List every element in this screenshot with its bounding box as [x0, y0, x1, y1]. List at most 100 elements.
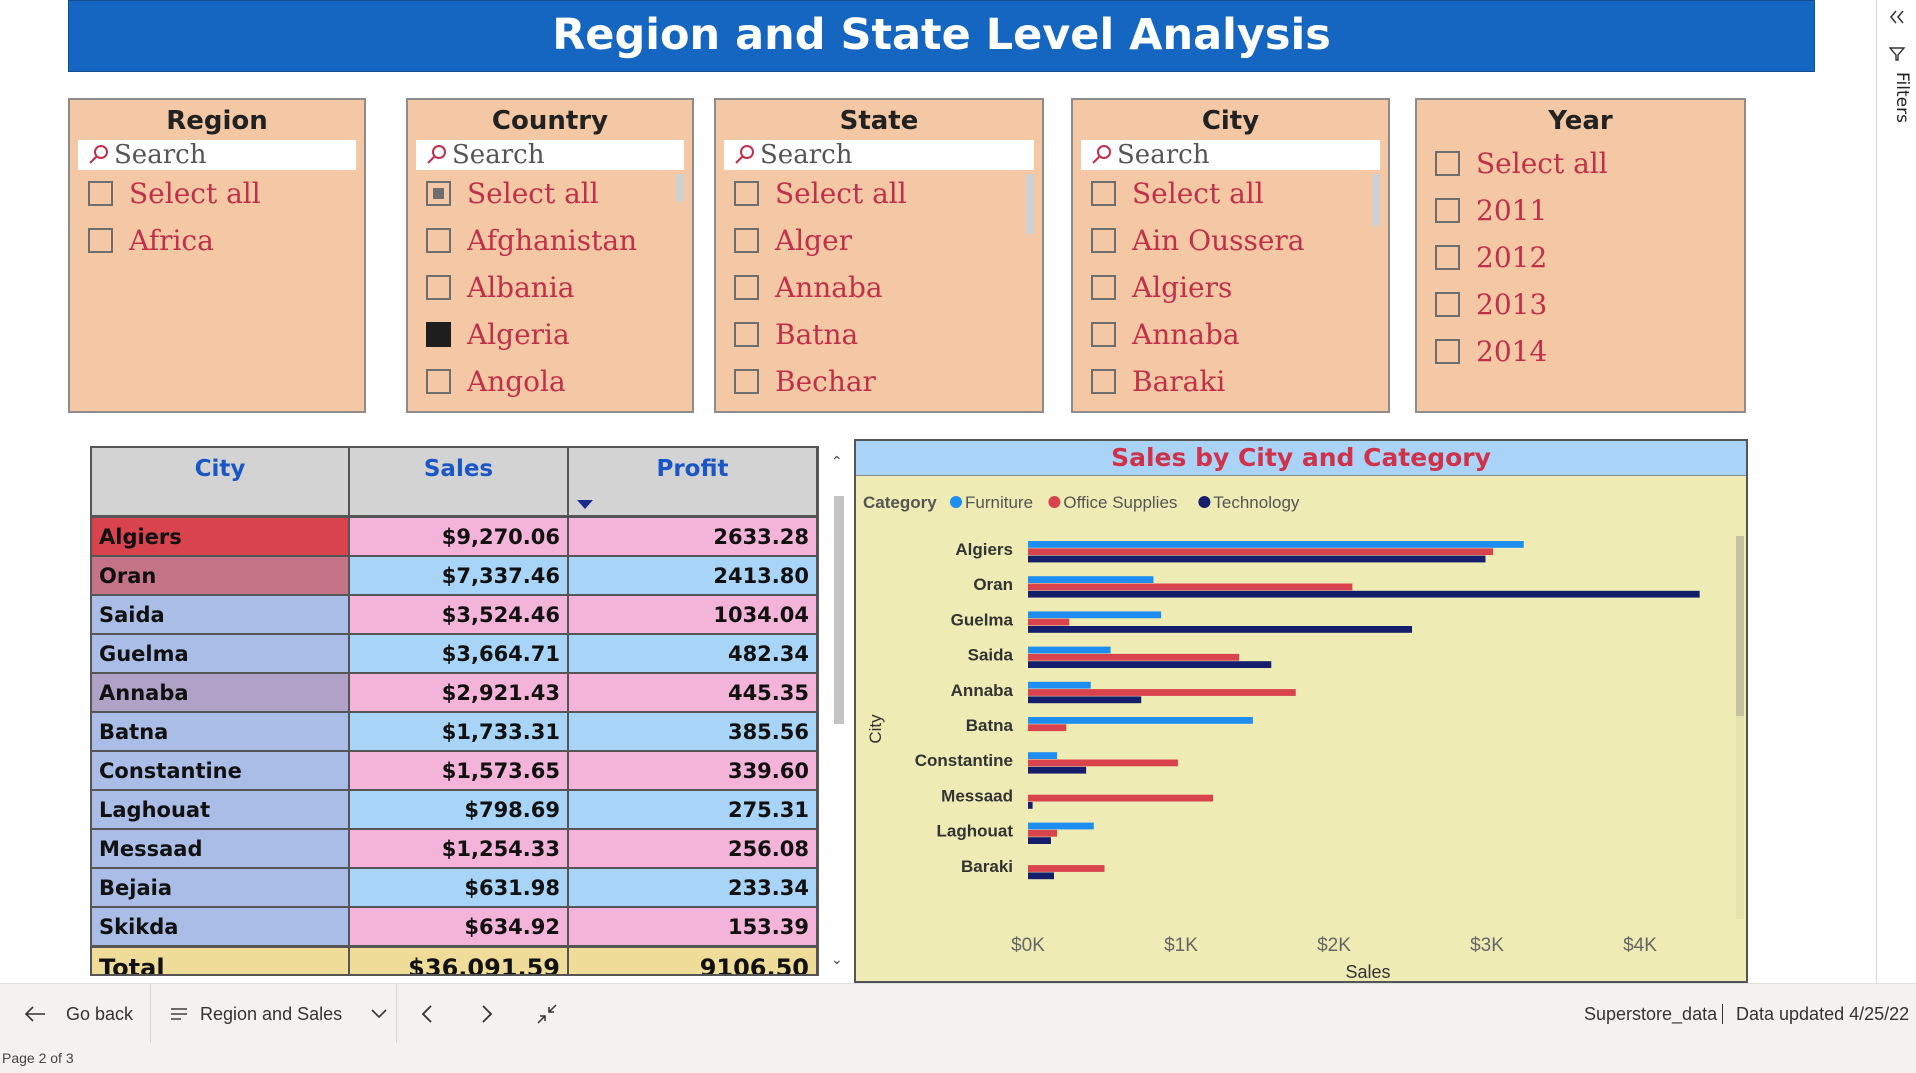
checkbox[interactable] [88, 228, 113, 253]
checkbox[interactable] [1091, 181, 1116, 206]
table-row[interactable]: Skikda $634.92 153.39 [92, 907, 817, 948]
column-header-city[interactable]: City [92, 448, 350, 518]
state-option[interactable]: Batna [716, 311, 1042, 358]
city-option[interactable]: Select all [1073, 170, 1388, 217]
country-option[interactable]: Afghanistan [408, 217, 692, 264]
table-row[interactable]: Saida $3,524.46 1034.04 [92, 595, 817, 635]
checkbox[interactable] [1435, 339, 1460, 364]
next-page-button[interactable] [480, 984, 494, 1044]
table-row[interactable]: Annaba $2,921.43 445.35 [92, 673, 817, 713]
table-row[interactable]: Bejaia $631.98 233.34 [92, 868, 817, 908]
city-option-label: Baraki [1132, 365, 1226, 398]
table-scrollbar[interactable]: ⌃ ⌄ [828, 454, 846, 968]
checkbox[interactable] [426, 369, 451, 394]
legend-title: Category [863, 493, 937, 512]
page-indicator: Page 2 of 3 [2, 1050, 74, 1066]
city-cell: Annaba [92, 673, 350, 713]
filters-pane[interactable] [1876, 0, 1916, 983]
city-sales-table: City Sales Profit Algiers $9,270.06 2633.2… [90, 446, 819, 976]
country-option[interactable]: Select all [408, 170, 692, 217]
city-option-label: Select all [1132, 177, 1264, 210]
country-option[interactable]: Angola [408, 358, 692, 405]
checkbox[interactable] [426, 181, 451, 206]
checkbox[interactable] [734, 369, 759, 394]
year-option[interactable]: Select all [1417, 140, 1744, 187]
state-option-label: Bechar [775, 365, 876, 398]
city-items: Select all Ain Oussera Algiers Annaba Baraki [1073, 170, 1388, 405]
bar [1028, 576, 1154, 583]
profit-cell: 275.31 [568, 790, 817, 830]
state-search-input[interactable]: Search [724, 140, 1034, 170]
city-scrollbar[interactable] [1372, 174, 1380, 226]
state-option[interactable]: Bechar [716, 358, 1042, 405]
city-search-input[interactable]: Search [1081, 140, 1380, 170]
checkbox[interactable] [426, 275, 451, 300]
bar [1028, 681, 1091, 689]
year-option-label: 2011 [1476, 194, 1548, 227]
city-option[interactable]: Ain Oussera [1073, 217, 1388, 264]
checkbox[interactable] [734, 322, 759, 347]
country-search-input[interactable]: Search [416, 140, 684, 170]
city-option[interactable]: Algiers [1073, 264, 1388, 311]
go-back-button[interactable]: Go back [24, 984, 133, 1044]
filter-icon [1889, 47, 1905, 61]
column-header-profit[interactable]: Profit [568, 448, 817, 518]
arrow-left-icon [24, 1006, 45, 1022]
state-scrollbar[interactable] [1026, 174, 1034, 234]
dataset-name[interactable]: Superstore_data [1584, 1003, 1718, 1024]
checkbox[interactable] [1435, 292, 1460, 317]
checkbox[interactable] [426, 322, 451, 347]
checkbox[interactable] [1091, 369, 1116, 394]
checkbox[interactable] [1091, 228, 1116, 253]
region-option[interactable]: Select all [70, 170, 364, 217]
checkbox[interactable] [88, 181, 113, 206]
year-option[interactable]: 2011 [1417, 187, 1744, 234]
checkbox[interactable] [1435, 151, 1460, 176]
year-option[interactable]: 2013 [1417, 281, 1744, 328]
region-search-placeholder: Search [114, 140, 207, 170]
state-option[interactable]: Alger [716, 217, 1042, 264]
scroll-down-icon[interactable]: ⌄ [831, 952, 843, 968]
table-row[interactable]: Batna $1,733.31 385.56 [92, 712, 817, 752]
region-search-input[interactable]: Search [78, 140, 356, 170]
table-row[interactable]: Algiers $9,270.06 2633.28 [92, 516, 817, 557]
scroll-up-icon[interactable]: ⌃ [831, 454, 843, 470]
collapse-chevrons-icon[interactable] [1889, 10, 1905, 24]
page-title: Region and State Level Analysis [68, 0, 1815, 72]
checkbox[interactable] [1091, 322, 1116, 347]
checkbox[interactable] [1435, 245, 1460, 270]
year-option[interactable]: 2012 [1417, 234, 1744, 281]
checkbox[interactable] [426, 228, 451, 253]
checkbox[interactable] [1091, 275, 1116, 300]
search-icon [89, 145, 108, 164]
state-option[interactable]: Annaba [716, 264, 1042, 311]
state-option-label: Select all [775, 177, 907, 210]
table-row[interactable]: Oran $7,337.46 2413.80 [92, 556, 817, 596]
table-scrollbar-thumb[interactable] [834, 496, 844, 724]
region-option[interactable]: Africa [70, 217, 364, 264]
state-option[interactable]: Select all [716, 170, 1042, 217]
sales-cell: $3,524.46 [349, 595, 569, 635]
filters-label[interactable]: Filters [1892, 72, 1912, 123]
table-row[interactable]: Laghouat $798.69 275.31 [92, 790, 817, 830]
bar [1028, 829, 1058, 837]
checkbox[interactable] [734, 228, 759, 253]
country-scrollbar[interactable] [676, 174, 684, 202]
city-option[interactable]: Annaba [1073, 311, 1388, 358]
previous-page-button[interactable] [420, 984, 434, 1044]
country-option[interactable]: Albania [408, 264, 692, 311]
checkbox[interactable] [1435, 198, 1460, 223]
x-tick-label: $0K [1011, 935, 1045, 956]
page-selector[interactable]: Region and Sales [170, 984, 388, 1044]
column-header-sales[interactable]: Sales [349, 448, 569, 518]
country-option[interactable]: Algeria [408, 311, 692, 358]
table-row[interactable]: Guelma $3,664.71 482.34 [92, 634, 817, 674]
table-row[interactable]: Constantine $1,573.65 339.60 [92, 751, 817, 791]
fit-to-page-button[interactable] [536, 984, 558, 1044]
year-option[interactable]: 2014 [1417, 328, 1744, 375]
table-row[interactable]: Messaad $1,254.33 256.08 [92, 829, 817, 869]
city-option[interactable]: Baraki [1073, 358, 1388, 405]
search-icon [427, 145, 446, 164]
checkbox[interactable] [734, 275, 759, 300]
checkbox[interactable] [734, 181, 759, 206]
